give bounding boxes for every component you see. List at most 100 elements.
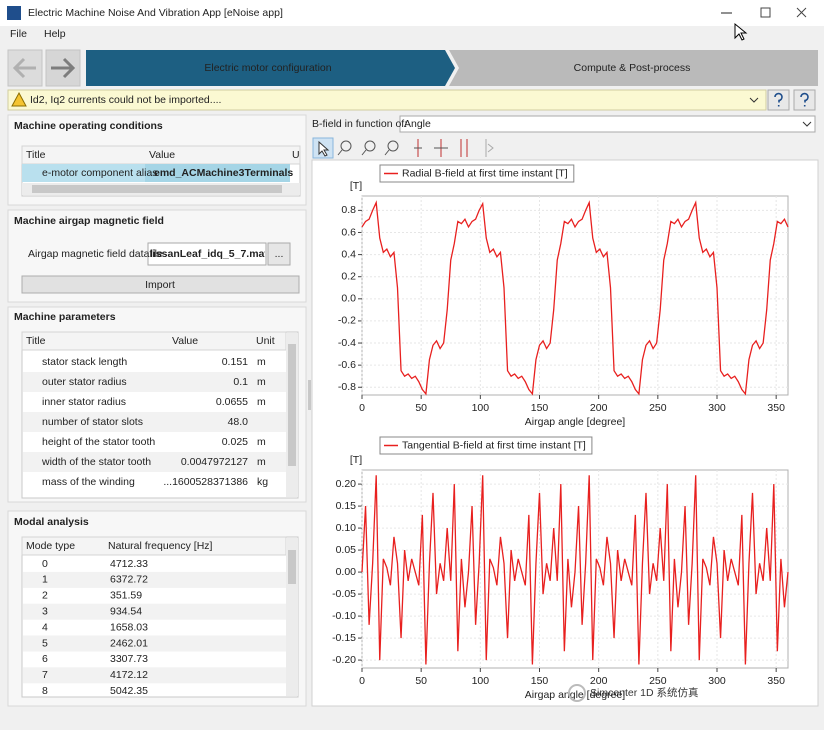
table-cell[interactable]: outer stator radius (42, 376, 127, 388)
table-cell[interactable]: 48.0 (228, 416, 249, 428)
column-header: Mode type (26, 540, 75, 552)
table-cell[interactable]: width of the stator tooth (41, 456, 151, 468)
table-cell[interactable]: 4172.12 (110, 669, 148, 681)
table-cell[interactable]: m (257, 436, 266, 448)
table-cell[interactable]: e-motor component alias (42, 167, 158, 179)
table-cell[interactable]: 351.59 (110, 590, 142, 602)
splitter[interactable] (308, 380, 311, 410)
y-tick-label: -0.6 (338, 359, 356, 371)
table-cell[interactable]: m (257, 396, 266, 408)
x-tick-label: 150 (531, 402, 549, 414)
y-tick-label: 0.8 (341, 204, 356, 216)
field-label: Airgap magnetic field datafile (28, 248, 163, 260)
window-title: Electric Machine Noise And Vibration App… (28, 7, 283, 19)
row-bg (23, 667, 286, 683)
table-cell[interactable]: 0.151 (222, 356, 248, 368)
combo-box[interactable] (400, 116, 815, 132)
browse-label[interactable]: ... (275, 248, 284, 260)
file-name[interactable]: lissanLeaf_idq_5_7.mat (150, 248, 268, 260)
x-tick-label: 300 (708, 675, 726, 687)
x-tick-label: 100 (472, 402, 490, 414)
table-cell[interactable]: 2 (42, 590, 48, 602)
y-tick-label: -0.15 (332, 632, 356, 644)
table-cell[interactable]: kg (257, 476, 268, 488)
x-tick-label: 0 (359, 402, 365, 414)
step-label[interactable]: Electric motor configuration (204, 62, 331, 74)
y-tick-label: -0.2 (338, 315, 356, 327)
y-tick-label: 0.4 (341, 248, 356, 260)
x-tick-label: 100 (472, 675, 490, 687)
x-tick-label: 150 (531, 675, 549, 687)
column-header: Value (172, 335, 198, 347)
table-cell[interactable]: 0.0655 (216, 396, 248, 408)
table-cell[interactable]: stator stack length (42, 356, 127, 368)
y-axis-label: [T] (350, 180, 362, 192)
y-tick-label: 0.2 (341, 270, 356, 282)
table-cell[interactable]: 5042.35 (110, 685, 148, 697)
table-cell[interactable]: 6372.72 (110, 574, 148, 586)
app-icon (7, 6, 21, 20)
table-cell[interactable]: 3307.73 (110, 653, 148, 665)
scroll-thumb[interactable] (32, 185, 282, 193)
table-cell[interactable]: height of the stator tooth (42, 436, 155, 448)
y-tick-label: -0.05 (332, 588, 356, 600)
x-tick-label: 0 (359, 675, 365, 687)
y-tick-label: 0.20 (336, 478, 357, 490)
legend-label: Radial B-field at first time instant [T] (402, 167, 568, 179)
table-cell[interactable]: 0.0047972127 (181, 456, 248, 468)
row-bg (23, 604, 286, 620)
row-bg (23, 572, 286, 588)
watermark: Simcenter 1D 系统仿真 (590, 686, 699, 699)
y-tick-label: 0.00 (336, 566, 357, 578)
x-tick-label: 50 (415, 675, 427, 687)
table-cell[interactable]: mass of the winding (42, 476, 135, 488)
column-header: U (292, 149, 300, 161)
table-cell[interactable]: m (257, 456, 266, 468)
table-cell[interactable]: 3 (42, 605, 48, 617)
table-cell[interactable]: ...1600528371386 (163, 476, 248, 488)
y-tick-label: 0.6 (341, 226, 356, 238)
step-label[interactable]: Compute & Post-process (574, 62, 691, 74)
y-tick-label: -0.20 (332, 654, 356, 666)
x-tick-label: 350 (767, 675, 785, 687)
table-cell[interactable]: 1 (42, 574, 48, 586)
x-axis-label: Airgap angle [degree] (525, 416, 625, 428)
y-tick-label: 0.05 (336, 544, 357, 556)
table-cell[interactable]: 8 (42, 685, 48, 697)
table-cell[interactable]: inner stator radius (42, 396, 126, 408)
menu-item[interactable]: Help (44, 28, 66, 40)
table-cell[interactable]: 6 (42, 653, 48, 665)
row-bg (23, 636, 286, 652)
legend-label: Tangential B-field at first time instant… (402, 439, 586, 451)
table-cell[interactable]: 934.54 (110, 605, 142, 617)
table-cell[interactable]: number of stator slots (42, 416, 143, 428)
table-cell[interactable]: 0.1 (233, 376, 248, 388)
table-cell[interactable]: 1658.03 (110, 621, 148, 633)
column-header: Title (26, 149, 46, 161)
y-axis-label: [T] (350, 454, 362, 466)
table-cell[interactable]: 0 (42, 558, 48, 570)
scroll-thumb[interactable] (288, 550, 296, 584)
table-cell[interactable]: m (257, 356, 266, 368)
table-cell[interactable]: 4 (42, 621, 48, 633)
x-tick-label: 50 (415, 402, 427, 414)
column-header: Title (26, 335, 46, 347)
table-cell[interactable]: m (257, 376, 266, 388)
table-cell[interactable]: 2462.01 (110, 637, 148, 649)
table-cell[interactable]: 4712.33 (110, 558, 148, 570)
y-tick-label: -0.10 (332, 610, 356, 622)
table-cell[interactable]: 7 (42, 669, 48, 681)
button-label[interactable]: Import (145, 279, 175, 291)
y-tick-label: 0.10 (336, 522, 357, 534)
menu-item[interactable]: File (10, 28, 27, 40)
column-header: Value (149, 149, 175, 161)
table-cell[interactable]: 0.025 (222, 436, 248, 448)
table-cell[interactable]: emd_ACMachine3Terminals (154, 167, 293, 179)
table-cell[interactable]: 5 (42, 637, 48, 649)
y-tick-label: 0.0 (341, 293, 356, 305)
combo-value[interactable]: Angle (404, 118, 431, 130)
scroll-thumb[interactable] (288, 344, 296, 466)
group-title: Machine operating conditions (14, 120, 163, 132)
